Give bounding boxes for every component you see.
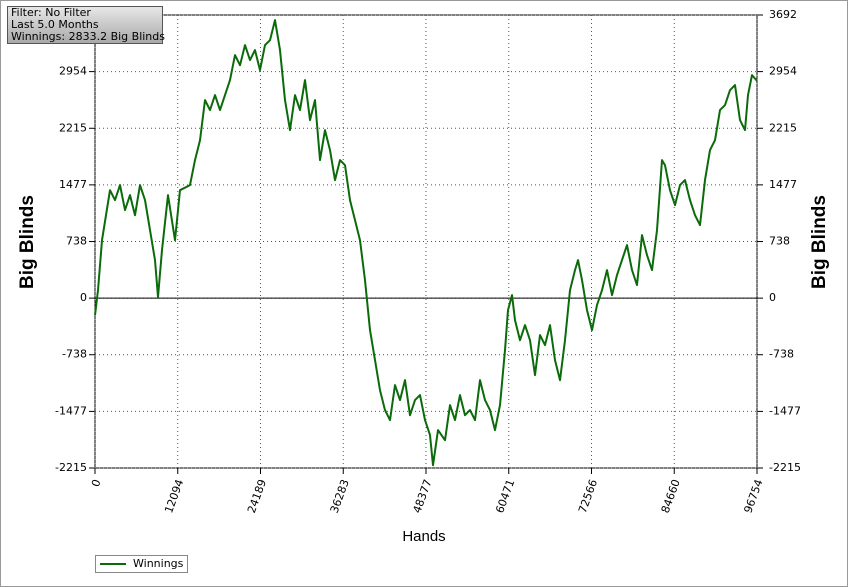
y-tick-label: 738 <box>66 235 87 248</box>
y2-tick-label: 1477 <box>769 178 797 191</box>
y-tick-label: -1477 <box>55 404 87 417</box>
y2-tick-label: 3692 <box>769 8 797 21</box>
y2-tick-label: 0 <box>769 291 776 304</box>
y-tick-label: -738 <box>62 348 87 361</box>
info-box <box>7 6 163 44</box>
legend-label: Winnings <box>133 557 184 570</box>
y-tick-label: 0 <box>80 291 87 304</box>
y2-tick-label: 2954 <box>769 65 797 78</box>
info-line: Last 5.0 Months <box>11 18 99 31</box>
y2-axis-label: Big Blinds <box>809 195 830 289</box>
series-line <box>94 19 758 467</box>
legend-box <box>95 555 188 573</box>
y-axis-label: Big Blinds <box>17 195 38 289</box>
info-line: Winnings: 2833.2 Big Blinds <box>11 30 165 43</box>
y2-tick-label: 2215 <box>769 121 797 134</box>
x-tick-label: 0 <box>89 478 104 489</box>
y-tick-label: -2215 <box>55 461 87 474</box>
y2-tick-label: -2215 <box>769 461 801 474</box>
y2-tick-label: -738 <box>769 348 794 361</box>
x-axis-label: Hands <box>402 528 445 545</box>
y2-tick-label: -1477 <box>769 404 801 417</box>
y-tick-label: 2954 <box>59 65 87 78</box>
y-tick-label: 2215 <box>59 121 87 134</box>
info-line: Filter: No Filter <box>11 6 91 19</box>
legend: Winnings <box>95 555 188 573</box>
y2-tick-label: 738 <box>769 235 790 248</box>
y-tick-label: 1477 <box>59 178 87 191</box>
